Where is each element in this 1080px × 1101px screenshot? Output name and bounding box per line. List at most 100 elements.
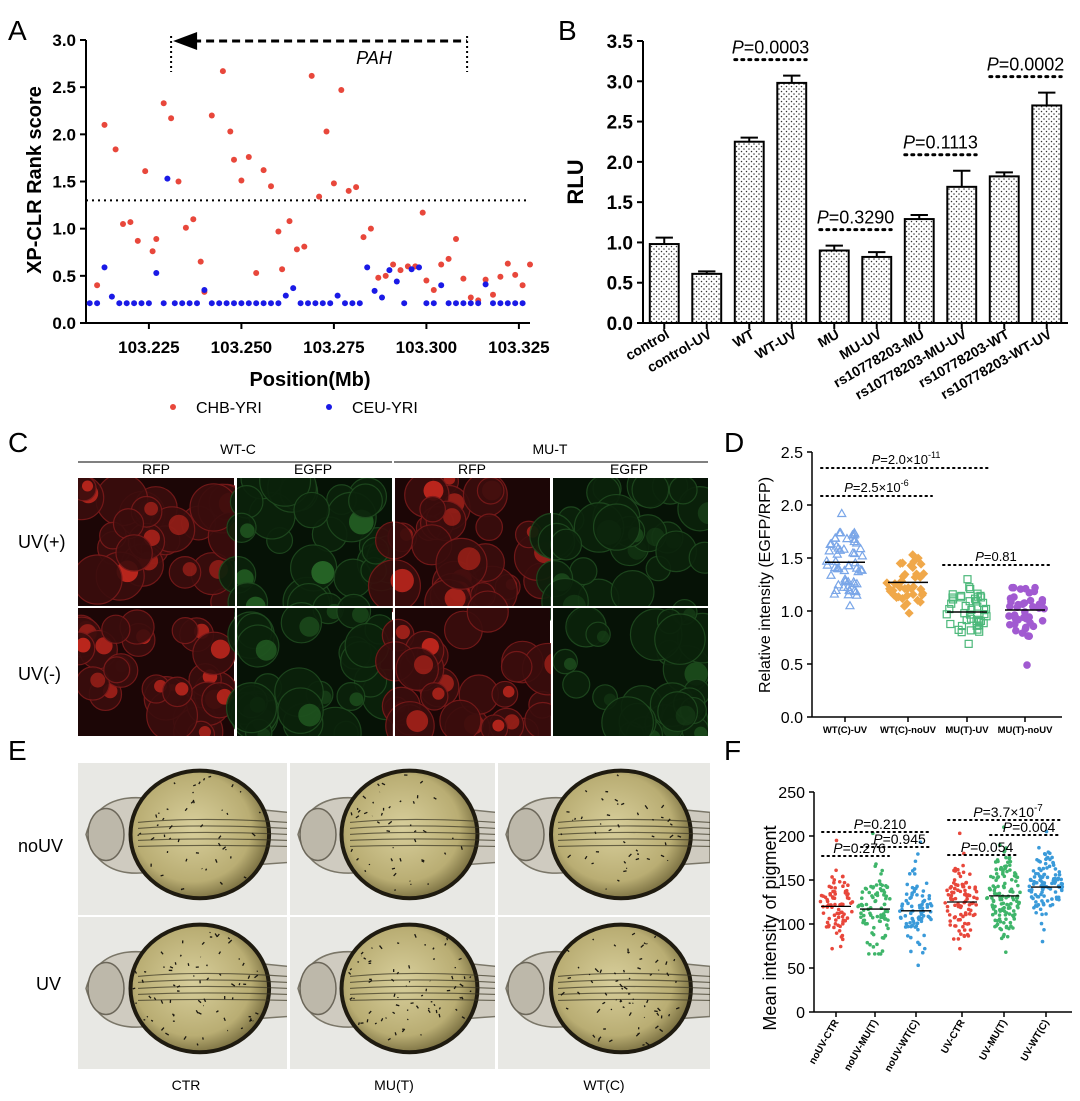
melanophore	[617, 879, 620, 882]
data-point	[925, 905, 930, 909]
melanophore	[173, 782, 176, 785]
data-point	[1038, 859, 1042, 864]
data-point	[905, 934, 910, 938]
data-point	[910, 891, 914, 895]
melanophore	[160, 1027, 165, 1031]
data-point	[927, 893, 932, 898]
panel-e-letter: E	[8, 735, 27, 766]
bar	[733, 140, 765, 324]
melanophore	[674, 981, 678, 983]
melanophore	[162, 817, 165, 821]
panel-b-ylabel: RLU	[563, 159, 588, 204]
melanophore	[377, 783, 380, 787]
pigment-stripe	[137, 818, 289, 824]
melanophore	[155, 814, 158, 818]
data-point	[965, 610, 975, 619]
data-point	[1021, 623, 1030, 632]
data-point	[927, 915, 932, 920]
data-point	[1056, 876, 1061, 881]
melanophore	[205, 868, 208, 871]
data-point	[951, 937, 956, 941]
data-point	[918, 840, 923, 844]
fluorescent-spot	[90, 672, 106, 688]
data-point	[504, 260, 511, 267]
melanophore	[645, 1041, 650, 1046]
x-tick-label: UV-CTR	[939, 1017, 968, 1055]
melanophore	[138, 832, 142, 835]
comparison-p-value: P=0.0002	[987, 55, 1065, 75]
data-point	[342, 300, 348, 307]
melanophore	[391, 867, 396, 870]
data-point	[953, 903, 957, 908]
data-point	[880, 883, 885, 888]
x-tick-label: MU(T)-noUV	[998, 725, 1054, 736]
melanophore	[360, 951, 364, 955]
melanophore	[637, 967, 641, 970]
pigment-stripe	[137, 992, 289, 996]
melanophore	[399, 800, 402, 803]
pigment-stripe	[557, 831, 710, 836]
data-point	[1023, 661, 1031, 669]
data-point	[920, 906, 925, 911]
data-point	[1039, 921, 1044, 926]
panel-d-letter: D	[724, 427, 744, 458]
data-point	[962, 921, 967, 926]
pigment-stripe	[137, 979, 289, 984]
y-tick-label: 2.5	[52, 78, 76, 97]
pigment-stripe	[349, 844, 497, 848]
data-point	[260, 300, 267, 307]
data-point	[904, 898, 909, 903]
data-point	[909, 949, 913, 954]
data-point	[843, 576, 854, 586]
data-point	[906, 924, 910, 929]
group-label-mu: MU-T	[533, 441, 568, 457]
data-point	[868, 942, 872, 947]
data-point	[1002, 849, 1007, 853]
data-point	[453, 236, 459, 243]
data-point	[998, 909, 1003, 913]
data-point	[1040, 604, 1048, 613]
data-point	[873, 899, 878, 903]
comparison-p-value: P=0.276	[833, 840, 886, 856]
melanophore	[668, 1013, 671, 1017]
data-point	[445, 300, 452, 307]
data-point	[1034, 900, 1038, 904]
pigment-stripe	[137, 998, 289, 1002]
data-point	[859, 915, 863, 919]
data-point	[832, 548, 843, 558]
panel-f: F Mean intensity of pigment 0 50 100 150 200…	[724, 735, 1072, 1074]
data-point	[999, 865, 1004, 870]
channel-label: RFP	[142, 461, 170, 477]
data-point	[1040, 912, 1044, 917]
melanophore	[660, 816, 664, 819]
melanophore	[667, 818, 671, 823]
fluorescent-spot	[198, 726, 212, 736]
melanophore	[604, 992, 608, 996]
melanophore	[438, 1013, 441, 1018]
data-point	[895, 582, 905, 592]
cell	[552, 648, 578, 675]
data-point	[1040, 939, 1045, 944]
data-point	[1003, 881, 1007, 886]
data-point	[845, 893, 849, 897]
data-point	[908, 911, 913, 916]
data-point	[979, 619, 988, 628]
melanophore	[172, 984, 176, 987]
data-point	[872, 952, 877, 956]
data-point	[1041, 866, 1046, 871]
melanophore	[420, 994, 424, 997]
data-point	[382, 272, 389, 279]
bar	[818, 249, 850, 324]
data-point	[833, 579, 844, 589]
panel-d-ylabel: Relative intensity (EGFP/RFP)	[757, 477, 774, 693]
data-point	[848, 576, 859, 586]
data-point	[245, 153, 252, 160]
data-point	[952, 886, 957, 891]
yolk-sac	[339, 768, 480, 901]
data-point	[828, 892, 832, 896]
data-point	[885, 909, 890, 914]
data-point	[482, 281, 489, 288]
data-point	[961, 924, 965, 929]
melanophore	[394, 1032, 397, 1036]
fluorescent-spot	[432, 687, 445, 700]
